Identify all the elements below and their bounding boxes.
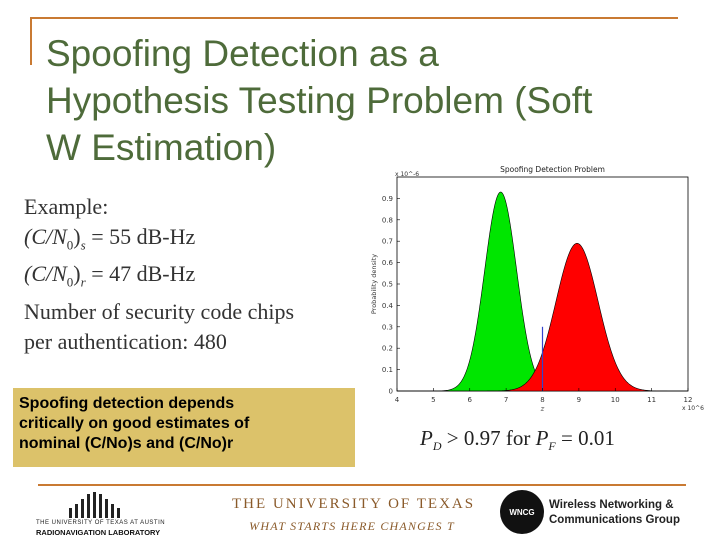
wncg-line1: Wireless Networking & xyxy=(549,499,674,511)
note-box: Spoofing detection depends critically on… xyxy=(13,388,355,467)
y-tick-label: 0.6 xyxy=(382,259,394,267)
title-line: Hypothesis Testing Problem (Soft xyxy=(46,80,593,121)
wncg-badge-icon: WNCG xyxy=(500,490,544,534)
y-tick-label: 0.2 xyxy=(382,345,393,353)
x-exponent-label: x 10^6 xyxy=(682,405,704,412)
x-tick-label: 4 xyxy=(395,396,400,404)
example-cn0-r: (C/N0)r = 47 dB-Hz xyxy=(24,261,196,290)
note-line: nominal (C/No)s and (C/No)r xyxy=(19,435,234,452)
y-tick-label: 0.4 xyxy=(382,302,394,310)
example-chips-line: Number of security code chips xyxy=(24,299,295,325)
y-tick-label: 0.8 xyxy=(382,216,393,224)
detection-formula: PD > 0.97 for PF = 0.01 xyxy=(420,426,615,454)
title-accent-rule xyxy=(30,17,678,19)
title-accent-rule-left xyxy=(30,17,32,65)
example-auth-line: per authentication: 480 xyxy=(24,328,227,354)
x-tick-label: 11 xyxy=(647,396,656,404)
chart-title: Spoofing Detection Problem xyxy=(500,165,605,174)
x-tick-label: 12 xyxy=(684,396,693,404)
ut-wordmark-line1: THE UNIVERSITY OF TEXAS xyxy=(232,496,476,512)
y-exponent-label: x 10^-6 xyxy=(395,171,419,178)
x-tick-label: 6 xyxy=(468,396,473,404)
x-axis-label: z xyxy=(540,405,545,413)
note-line: Spoofing detection depends xyxy=(19,395,235,412)
radionavigation-lab-logo: THE UNIVERSITY OF TEXAS AT AUSTIN RADION… xyxy=(36,492,201,538)
slide-title: Spoofing Detection as a Hypothesis Testi… xyxy=(46,30,706,171)
x-tick-label: 9 xyxy=(577,396,581,404)
example-cn0-s: (C/N0)s = 55 dB-Hz xyxy=(24,223,196,252)
y-axis-label: Probability density xyxy=(370,254,378,314)
wncg-logo: WNCG Wireless Networking & Communication… xyxy=(500,488,710,538)
ut-austin-wordmark: THE UNIVERSITY OF TEXAS WHAT STARTS HERE… xyxy=(232,496,476,534)
logo-lab-line: RADIONAVIGATION LABORATORY xyxy=(36,528,161,537)
y-tick-label: 0.3 xyxy=(382,323,393,331)
note-line: critically on good estimates of xyxy=(19,415,250,432)
x-tick-label: 7 xyxy=(504,396,508,404)
x-tick-label: 8 xyxy=(540,396,544,404)
x-tick-label: 10 xyxy=(611,396,620,404)
logo-bars-icon xyxy=(69,492,120,518)
title-line: Spoofing Detection as a xyxy=(46,33,439,74)
spoofing-detection-chart: 4 5 6 7 8 9 10 11 12 0 0.1 0.2 0.3 0.4 0.5 0.6 0.7 0.8 0.9… xyxy=(370,165,704,413)
ut-wordmark-line2: WHAT STARTS HERE CHANGES T xyxy=(249,519,455,533)
example-heading: Example: xyxy=(24,194,109,219)
y-tick-label: 0 xyxy=(389,388,393,396)
title-line: W Estimation) xyxy=(46,127,277,168)
y-tick-label: 0.1 xyxy=(382,366,393,374)
example-block: Example: (C/N0)s = 55 dB-Hz (C/N0)r = 47… xyxy=(24,192,369,356)
logo-university-line: THE UNIVERSITY OF TEXAS AT AUSTIN xyxy=(36,520,166,526)
y-tick-label: 0.5 xyxy=(382,281,393,289)
footer-rule xyxy=(38,484,686,486)
y-tick-label: 0.9 xyxy=(382,195,393,203)
x-tick-label: 5 xyxy=(431,396,435,404)
y-tick-label: 0.7 xyxy=(382,238,393,246)
wncg-name: Wireless Networking & Communications Gro… xyxy=(549,498,680,528)
wncg-line2: Communications Group xyxy=(549,514,680,526)
